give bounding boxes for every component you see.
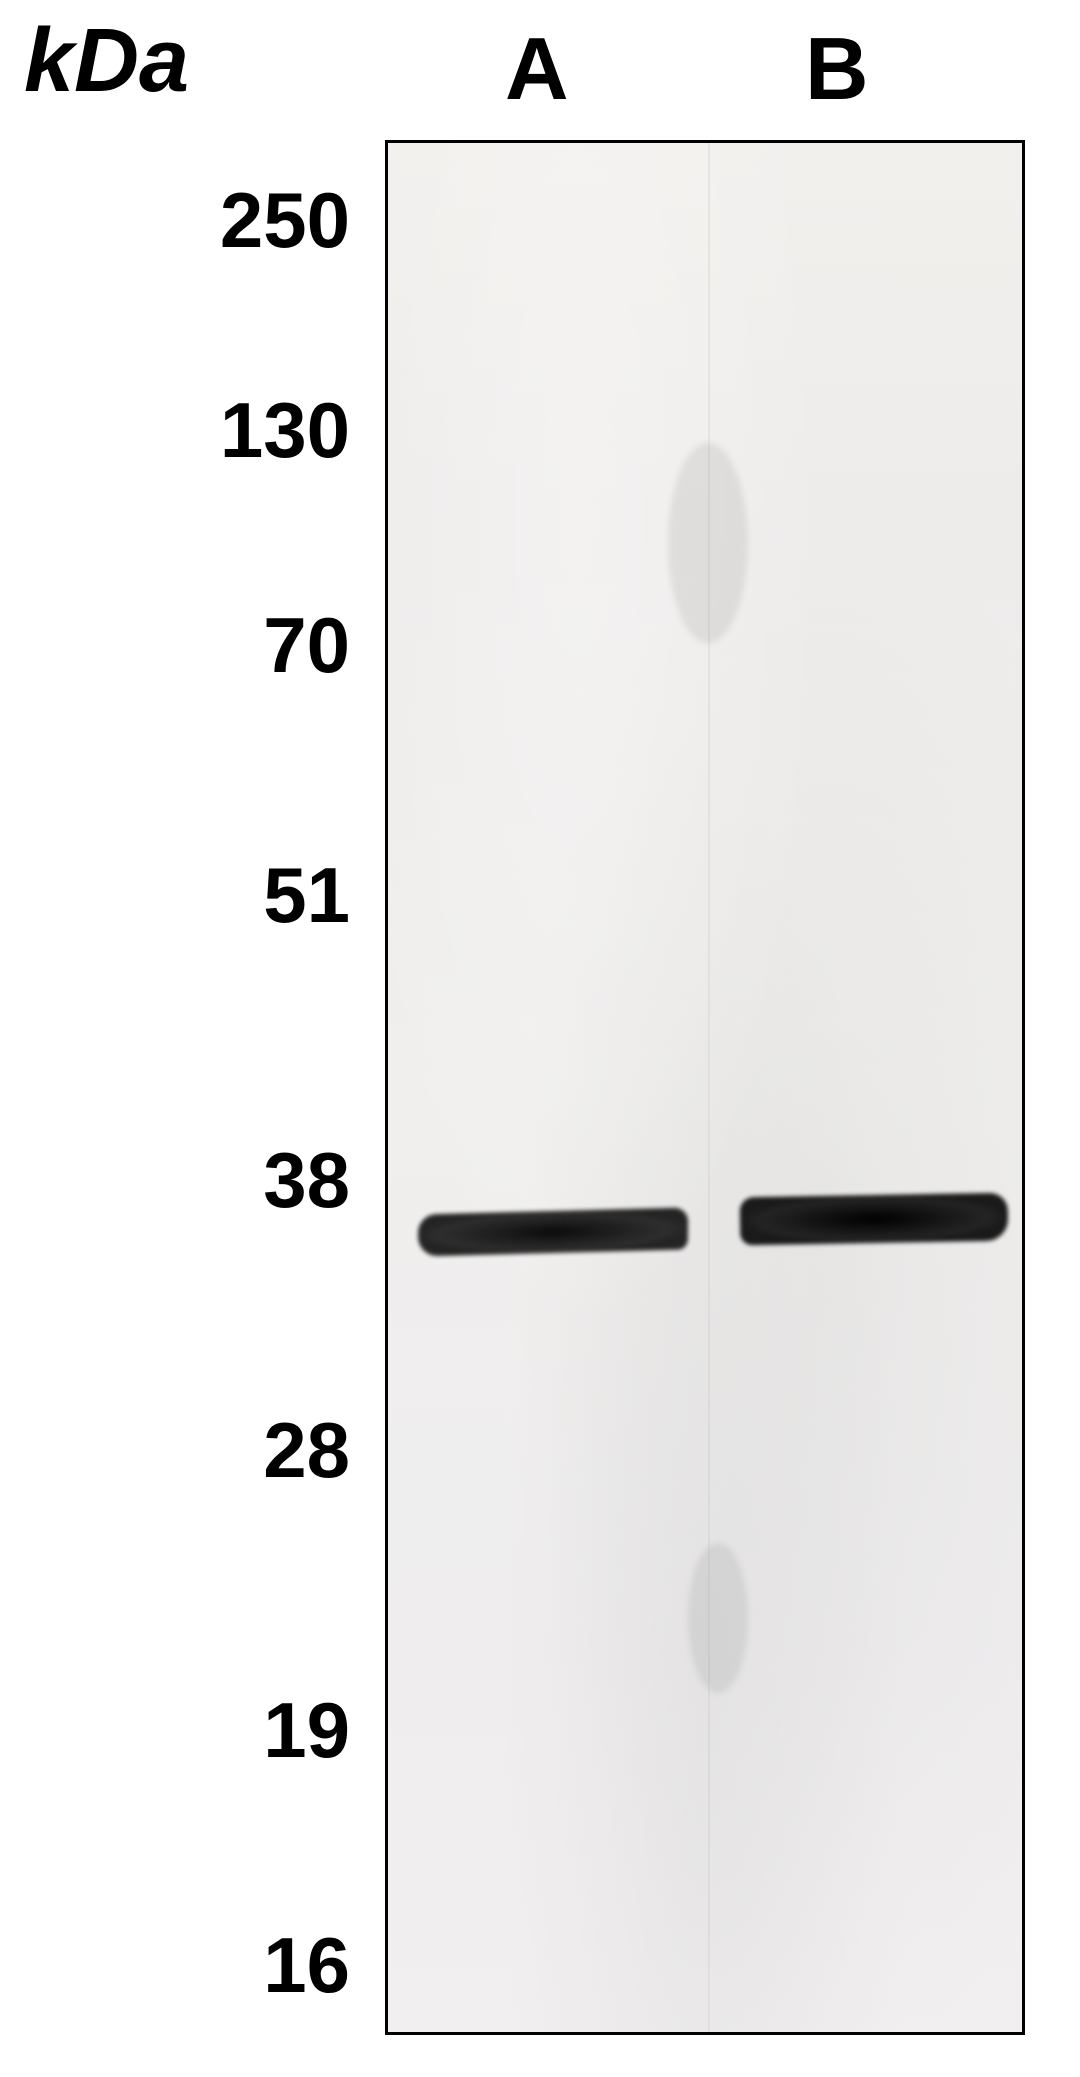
mw-marker-250: 250 [110, 175, 350, 266]
mw-marker-51: 51 [110, 850, 350, 941]
mw-marker-28: 28 [110, 1405, 350, 1496]
membrane-artifact [668, 443, 748, 643]
band-lane-b [740, 1193, 1009, 1246]
mw-marker-19: 19 [110, 1685, 350, 1776]
mw-marker-38: 38 [110, 1135, 350, 1226]
figure-container: kDa A B 250 130 70 51 38 28 19 16 [0, 0, 1080, 2077]
blot-membrane-frame [385, 140, 1025, 2035]
blot-background-texture [388, 143, 1022, 2032]
mw-marker-16: 16 [110, 1920, 350, 2011]
lane-divider [708, 143, 710, 2032]
band-shape [740, 1193, 1009, 1246]
band-lane-a [418, 1207, 688, 1256]
mw-marker-70: 70 [110, 600, 350, 691]
mw-marker-130: 130 [110, 385, 350, 476]
band-shape [418, 1207, 688, 1256]
membrane-artifact [688, 1543, 748, 1693]
axis-unit-label: kDa [24, 10, 189, 113]
lane-label-a: A [505, 18, 569, 120]
lane-label-b: B [805, 18, 869, 120]
